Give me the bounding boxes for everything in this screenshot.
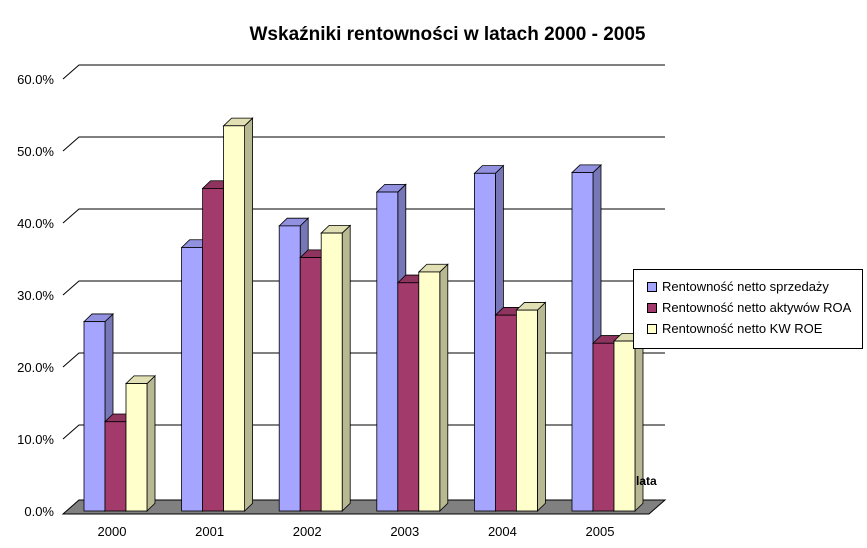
bar-front xyxy=(104,421,127,512)
bar-front xyxy=(592,342,615,512)
gridline xyxy=(62,352,665,368)
legend-item: Rentowność netto sprzedaży xyxy=(647,276,862,297)
legend-swatch-roe xyxy=(647,323,657,334)
x-tick-label: 2000 xyxy=(98,524,127,539)
y-tick-label: 50.0% xyxy=(17,144,54,159)
bar xyxy=(125,374,156,512)
bar xyxy=(613,332,644,512)
gridline xyxy=(62,424,665,440)
gridline xyxy=(62,208,665,224)
bar-front xyxy=(299,257,322,512)
x-axis-title: lata xyxy=(636,474,657,488)
bar-front xyxy=(125,383,148,512)
bar-side xyxy=(341,224,351,512)
gridline xyxy=(62,136,665,152)
y-tick-label: 0.0% xyxy=(24,504,54,519)
bar-front xyxy=(278,225,301,512)
legend-label: Rentowność netto KW ROE xyxy=(662,321,823,336)
legend-swatch-roa xyxy=(647,302,657,313)
bar-front xyxy=(418,271,441,512)
bar-front xyxy=(223,125,246,512)
legend-item: Rentowność netto KW ROE xyxy=(647,318,862,339)
x-tick-label: 2005 xyxy=(586,524,615,539)
x-tick-label: 2001 xyxy=(195,524,224,539)
x-tick-label: 2004 xyxy=(488,524,517,539)
bar-front xyxy=(320,232,343,512)
legend: Rentowność netto sprzedaży Rentowność ne… xyxy=(633,269,863,349)
y-tick-label: 10.0% xyxy=(17,432,54,447)
gridline xyxy=(62,280,665,296)
x-tick-label: 2002 xyxy=(293,524,322,539)
gridline xyxy=(62,64,665,80)
y-tick-label: 60.0% xyxy=(17,72,54,87)
bar-front xyxy=(473,172,496,512)
chart-title: Wskaźniki rentowności w latach 2000 - 20… xyxy=(249,24,646,45)
y-tick-label: 40.0% xyxy=(17,216,54,231)
bar-front xyxy=(397,282,420,512)
bar-side xyxy=(537,301,546,512)
legend-item: Rentowność netto aktywów ROA xyxy=(647,297,862,318)
bar-front xyxy=(376,191,399,512)
bar-front xyxy=(571,172,594,512)
bar xyxy=(515,301,547,512)
y-tick-label: 30.0% xyxy=(17,288,54,303)
legend-label: Rentowność netto sprzedaży xyxy=(662,279,829,294)
bar-front xyxy=(613,340,636,512)
bar xyxy=(222,117,254,512)
bar-side xyxy=(244,117,254,512)
bar-front xyxy=(494,314,517,512)
bar-front xyxy=(83,321,106,512)
bar-front xyxy=(181,247,204,512)
bar-front xyxy=(516,309,538,512)
x-tick-label: 2003 xyxy=(390,524,419,539)
y-tick-label: 20.0% xyxy=(17,360,54,375)
bar-front xyxy=(202,188,225,512)
legend-swatch-sprzedazy xyxy=(647,281,657,292)
legend-label: Rentowność netto aktywów ROA xyxy=(662,300,852,315)
bar xyxy=(417,263,449,512)
bar-side xyxy=(146,374,156,512)
bar-side xyxy=(439,263,449,512)
bar xyxy=(320,224,352,512)
